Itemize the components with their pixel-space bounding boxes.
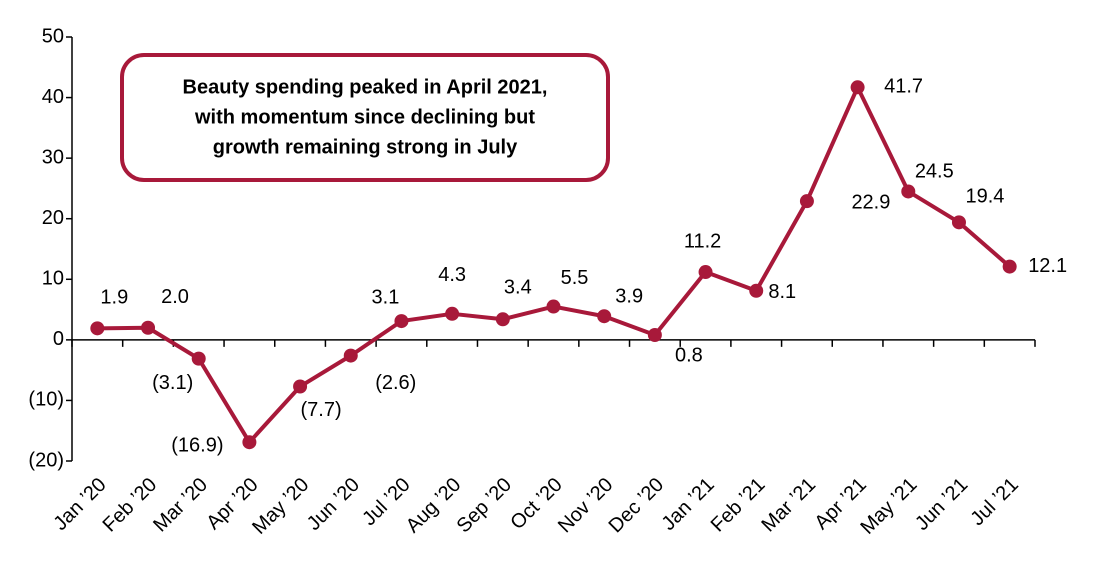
point — [597, 309, 612, 324]
point — [293, 379, 308, 394]
data-label: 19.4 — [966, 186, 1005, 208]
data-label: 5.5 — [561, 267, 589, 289]
point — [343, 348, 358, 363]
y-tick-label: 40 — [42, 86, 64, 108]
data-label: 11.2 — [684, 230, 721, 252]
x-tick-label: Dec ’20 — [605, 474, 669, 538]
y-tick-label: (10) — [28, 389, 64, 411]
point — [901, 184, 916, 199]
x-tick-label: Jan ’21 — [658, 474, 719, 535]
x-tick-label: May ’21 — [856, 474, 921, 539]
point — [191, 351, 206, 366]
x-tick-label: Sep ’20 — [453, 474, 517, 538]
point — [445, 306, 460, 321]
data-label: (2.6) — [375, 372, 416, 394]
point — [546, 299, 561, 314]
point — [647, 328, 662, 343]
point — [242, 435, 257, 450]
point — [90, 321, 105, 336]
y-tick-label: 0 — [53, 328, 64, 350]
data-label: 24.5 — [915, 161, 954, 183]
data-label: 12.1 — [1028, 255, 1067, 277]
annotation: growth remaining strong in July — [213, 136, 518, 158]
data-label: 3.4 — [504, 277, 532, 299]
y-tick-label: (20) — [28, 449, 64, 471]
data-label: (3.1) — [152, 372, 193, 394]
annotation: Beauty spending peaked in April 2021, — [183, 76, 548, 98]
data-label: 22.9 — [851, 191, 890, 213]
y-tick-label: 30 — [42, 146, 64, 168]
point — [698, 265, 713, 280]
annotation-box — [120, 53, 610, 182]
annotation: with momentum since declining but — [194, 106, 535, 128]
data-label: 3.9 — [615, 286, 643, 308]
data-label: 2.0 — [161, 286, 189, 308]
data-label: 1.9 — [100, 287, 128, 309]
y-tick-label: 20 — [42, 207, 64, 229]
x-tick-label: Mar ’20 — [149, 474, 212, 537]
data-label: (7.7) — [301, 399, 342, 421]
point — [850, 80, 865, 95]
x-tick-label: Mar ’21 — [757, 474, 820, 537]
data-label: 41.7 — [884, 76, 923, 98]
y-tick-label: 10 — [42, 268, 64, 290]
x-tick-label: May ’20 — [248, 474, 313, 539]
x-tick-label: Jun ’21 — [911, 474, 972, 535]
data-label: (16.9) — [171, 435, 223, 457]
point — [1002, 259, 1017, 274]
data-label: 3.1 — [372, 286, 400, 308]
data-label: 0.8 — [675, 344, 703, 366]
x-tick-label: Jan ’20 — [49, 474, 110, 535]
point — [799, 194, 814, 209]
point — [749, 283, 764, 298]
point — [394, 314, 409, 329]
x-tick-label: Nov ’20 — [554, 474, 618, 538]
x-tick-label: Feb ’20 — [99, 474, 162, 537]
point — [141, 320, 156, 335]
point — [951, 215, 966, 230]
x-tick-label: Feb ’21 — [707, 474, 770, 537]
data-label: 4.3 — [438, 264, 466, 286]
x-tick-label: Aug ’20 — [402, 474, 466, 538]
x-tick-label: Jun ’20 — [303, 474, 364, 535]
data-label: 8.1 — [768, 281, 796, 303]
y-tick-label: 50 — [42, 25, 64, 47]
x-tick-label: Jul ’21 — [966, 474, 1022, 530]
point — [495, 312, 510, 327]
